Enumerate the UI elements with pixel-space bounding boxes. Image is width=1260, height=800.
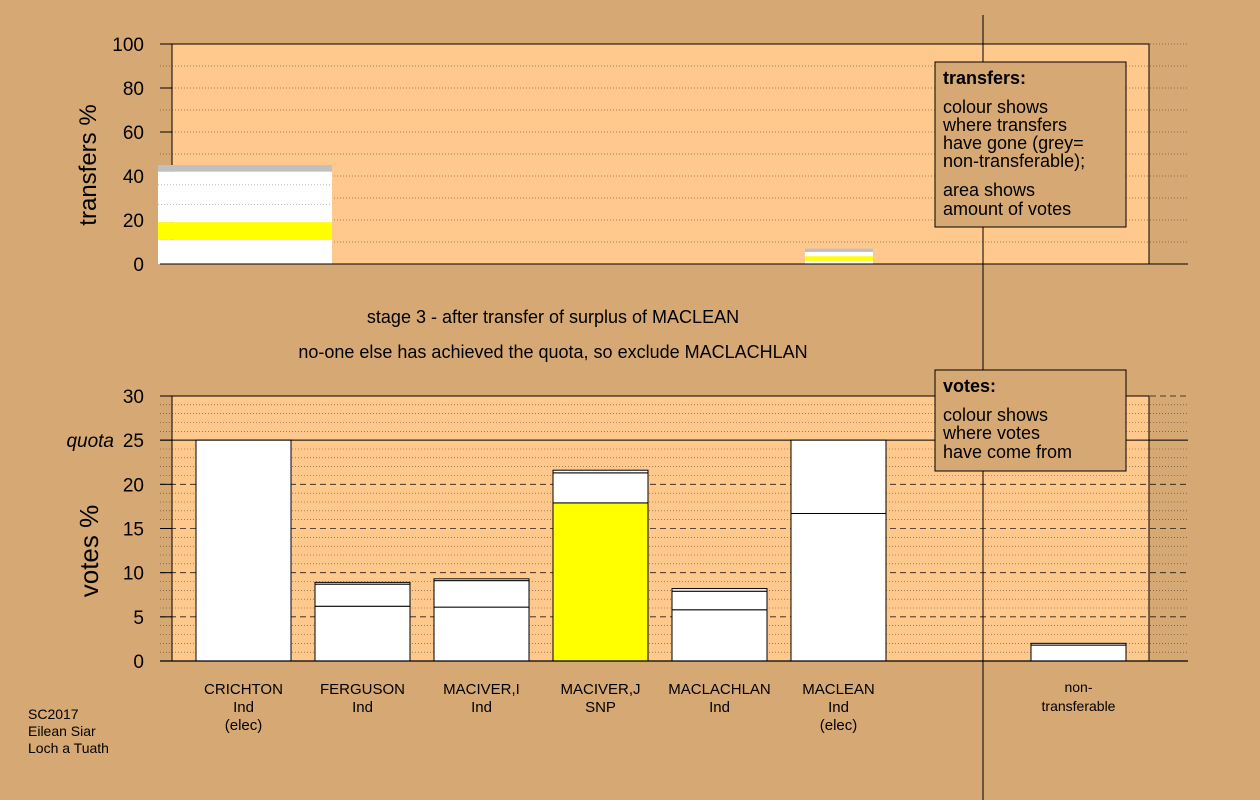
vote-segment [790,439,887,514]
transfers-tick-label: 80 [123,79,144,100]
candidate-label: (elec) [225,717,263,734]
candidate-label: MACIVER,J [560,681,640,698]
vote-segment [314,583,411,607]
candidate-label: Ind [709,699,730,716]
votes-tick-label: 30 [123,387,144,408]
candidate-label: MACLEAN [802,681,875,698]
votes-note-line: colour shows [943,405,1048,425]
transfer-segment [158,222,332,240]
candidate-labels: CRICHTONInd(elec)FERGUSONIndMACIVER,IInd… [204,679,1116,734]
votes-note-line: have come from [943,442,1072,462]
candidate-label: (elec) [820,717,858,734]
status-heading: no-one else has achieved the quota, so e… [298,342,807,362]
transfers-note-line: have gone (grey= [943,133,1084,153]
candidate-label: SNP [585,699,616,716]
footer-line: SC2017 [28,706,79,722]
votes-tick-label: 20 [123,475,144,496]
votes-tick-label: 0 [133,652,144,673]
vote-segment [433,606,530,662]
transfers-tick-label: 40 [123,167,144,188]
transfers-gridlines [160,43,1188,243]
votes-note-title: votes: [943,376,996,396]
candidate-label: Ind [352,699,373,716]
candidate-label: FERGUSON [320,681,405,698]
transfer-segment [805,251,873,257]
transfers-tick-label: 0 [133,255,144,276]
vote-segment [671,609,768,662]
transfer-segment [158,239,332,264]
transfer-segment [805,256,873,261]
transfers-note-line: where transfers [942,115,1067,135]
candidate-label: CRICHTON [204,681,283,698]
vote-segment [195,439,292,662]
votes-tick-label: 15 [123,520,144,541]
vote-segment [790,512,887,662]
transfer-segment [805,248,873,252]
transfers-y-axis-label: transfers % [75,104,102,225]
votes-note-box [934,369,1127,472]
vote-segment [671,588,768,592]
votes-note-line: where votes [942,423,1040,443]
transfer-segment [158,171,332,223]
transfers-note: transfers: colour shows where transfers … [934,61,1127,228]
transfers-tick-label: 60 [123,123,144,144]
transfers-note-line: non-transferable); [943,151,1085,171]
transfers-tick-label: 100 [112,35,144,56]
candidate-label: MACLACHLAN [668,681,771,698]
votes-y-axis-label: votes % [74,505,104,598]
transfers-note-title: transfers: [943,68,1026,88]
votes-bars [195,439,1127,662]
votes-tick-label: 25 [123,431,144,452]
transfer-segment [158,165,332,172]
transfers-note-box [934,61,1127,228]
vote-segment [433,580,530,608]
transfers-note-line: area shows [943,180,1035,200]
votes-y-axis: 0 5 10 15 20 25 30 [123,387,172,673]
votes-tick-label: 10 [123,564,144,585]
vote-segment [433,578,530,582]
vote-segment [1030,644,1127,662]
vote-segment [552,469,649,474]
votes-tick-label: 5 [133,608,144,629]
nontransferable-label: transferable [1042,698,1116,714]
transfers-note-line: amount of votes [943,199,1071,219]
vote-segment [671,590,768,611]
footer-line: Loch a Tuath [28,740,109,756]
transfers-note-line: colour shows [943,97,1048,117]
quota-label: quota [66,431,114,452]
transfers-tick-label: 20 [123,211,144,232]
vote-segment [1030,642,1127,646]
transfers-bars [158,165,873,264]
vote-segment [314,581,411,585]
footer-line: Eilean Siar [28,723,96,739]
vote-segment [552,502,649,662]
transfer-segment [805,260,873,264]
candidate-label: Ind [471,699,492,716]
nontransferable-label: non- [1064,679,1092,695]
vote-segment [314,605,411,662]
candidate-label: Ind [828,699,849,716]
election-footer: SC2017 Eilean Siar Loch a Tuath [28,706,109,756]
votes-note: votes: colour shows where votes have com… [934,369,1127,472]
transfers-y-axis: 0 20 40 60 80 100 [112,35,172,276]
vote-segment [552,472,649,504]
stage-heading: stage 3 - after transfer of surplus of M… [367,307,739,327]
candidate-label: MACIVER,I [443,681,520,698]
candidate-label: Ind [233,699,254,716]
